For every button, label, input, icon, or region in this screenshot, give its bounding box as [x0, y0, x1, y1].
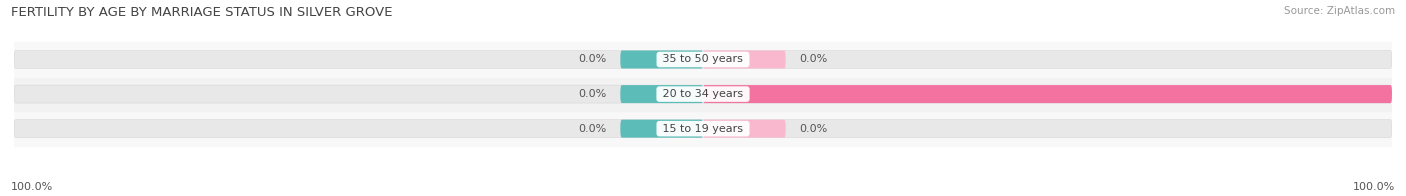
Text: 35 to 50 years: 35 to 50 years: [659, 54, 747, 64]
Bar: [14, 42, 1392, 77]
FancyBboxPatch shape: [703, 85, 1392, 103]
Text: 100.0%: 100.0%: [1353, 182, 1395, 192]
Text: 0.0%: 0.0%: [578, 89, 606, 99]
Text: 100.0%: 100.0%: [11, 182, 53, 192]
Bar: [14, 111, 1392, 146]
FancyBboxPatch shape: [620, 85, 703, 103]
Text: FERTILITY BY AGE BY MARRIAGE STATUS IN SILVER GROVE: FERTILITY BY AGE BY MARRIAGE STATUS IN S…: [11, 6, 392, 19]
Text: 0.0%: 0.0%: [578, 54, 606, 64]
Bar: [14, 77, 1392, 111]
Text: 20 to 34 years: 20 to 34 years: [659, 89, 747, 99]
Text: 0.0%: 0.0%: [800, 54, 828, 64]
Text: 15 to 19 years: 15 to 19 years: [659, 124, 747, 134]
Text: Source: ZipAtlas.com: Source: ZipAtlas.com: [1284, 6, 1395, 16]
FancyBboxPatch shape: [620, 51, 703, 68]
FancyBboxPatch shape: [620, 120, 703, 138]
FancyBboxPatch shape: [14, 120, 1392, 138]
FancyBboxPatch shape: [703, 51, 786, 68]
FancyBboxPatch shape: [703, 120, 786, 138]
FancyBboxPatch shape: [14, 51, 1392, 68]
Text: 0.0%: 0.0%: [578, 124, 606, 134]
Text: 0.0%: 0.0%: [800, 124, 828, 134]
FancyBboxPatch shape: [14, 85, 1392, 103]
